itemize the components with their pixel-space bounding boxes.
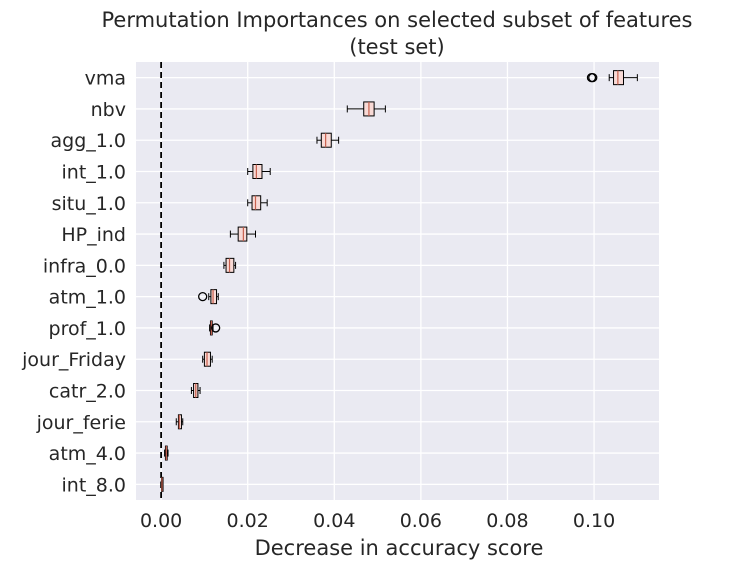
box-prof_1.0: [209, 320, 221, 336]
chart-title-line-2: (test set): [349, 35, 444, 59]
x-tick-labels: 0.00 0.02 0.04 0.06 0.08 0.10: [140, 510, 615, 532]
box-vma: [586, 70, 638, 86]
y-tick-label: agg_1.0: [51, 130, 126, 152]
y-tick-label: int_1.0: [62, 162, 127, 184]
y-tick-label: jour_ferie: [36, 412, 126, 434]
y-tick-labels: vma nbv agg_1.0 int_1.0 situ_1.0 HP_ind infra_…: [21, 68, 126, 497]
y-tick-label: atm_4.0: [49, 443, 126, 465]
box-infra_0.0: [223, 257, 237, 273]
x-tick-label: 0.04: [313, 510, 355, 532]
x-tick-label: 0.00: [140, 510, 182, 532]
plot-area: [136, 62, 659, 500]
box-group: [160, 70, 638, 492]
y-tick-label: int_8.0: [62, 474, 127, 496]
x-tick-label: 0.10: [573, 510, 615, 532]
outlier-point: [198, 291, 208, 302]
y-tick-label: infra_0.0: [43, 255, 126, 277]
box-jour_Friday: [202, 351, 213, 367]
x-axis-label: Decrease in accuracy score: [255, 536, 544, 560]
box-atm_1.0: [198, 289, 219, 305]
box-jour_ferie: [175, 414, 184, 430]
y-tick-label: nbv: [91, 99, 126, 121]
iqr-box: [252, 164, 263, 179]
iqr-box: [210, 289, 218, 305]
box-agg_1.0: [316, 132, 340, 148]
y-tick-label: situ_1.0: [52, 193, 126, 215]
iqr-box: [237, 226, 248, 242]
box-catr_2.0: [190, 383, 201, 398]
outlier-point: [211, 323, 221, 333]
box-nbv: [346, 101, 386, 117]
box-situ_1.0: [247, 195, 268, 211]
x-tick-label: 0.08: [486, 510, 528, 532]
y-tick-label: atm_1.0: [49, 287, 126, 309]
y-tick-label: jour_Friday: [21, 349, 126, 371]
outlier-point: [588, 72, 598, 83]
chart-title-line-1: Permutation Importances on selected subs…: [101, 8, 692, 32]
iqr-box: [251, 195, 262, 211]
x-tick-label: 0.02: [227, 510, 269, 532]
x-tick-label: 0.06: [400, 510, 442, 532]
box-int_8.0: [160, 476, 164, 492]
y-tick-label: vma: [85, 68, 126, 90]
y-tick-label: catr_2.0: [49, 381, 126, 403]
box-HP_ind: [229, 226, 256, 242]
iqr-box: [613, 70, 624, 86]
iqr-box: [177, 414, 182, 430]
iqr-box: [320, 132, 332, 148]
y-tick-label: HP_ind: [61, 224, 126, 246]
box-int_1.0: [247, 164, 271, 179]
gridlines: [136, 62, 659, 500]
box-atm_4.0: [164, 445, 169, 461]
y-tick-label: prof_1.0: [49, 318, 126, 340]
